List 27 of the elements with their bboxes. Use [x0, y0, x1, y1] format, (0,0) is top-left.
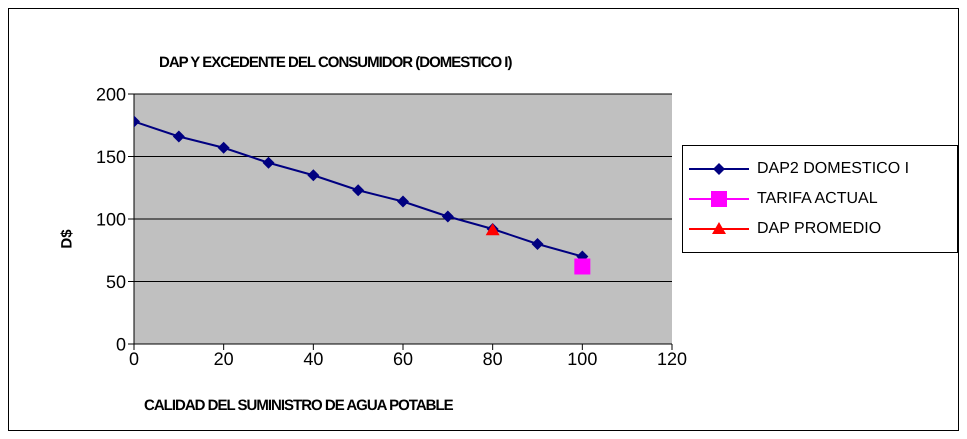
point — [397, 196, 409, 208]
y-axis-title: D$ — [58, 229, 76, 249]
point — [172, 130, 185, 142]
y-tick-label: 0 — [116, 334, 126, 354]
x-tick-label: 100 — [567, 348, 598, 369]
y-tick-label: 100 — [96, 209, 126, 230]
point — [574, 258, 590, 274]
legend-label: DAP PROMEDIO — [757, 220, 882, 238]
y-tick-label: 50 — [106, 272, 126, 292]
x-tick-label: 80 — [482, 348, 503, 369]
point — [262, 156, 274, 169]
legend-label: DAP2 DOMESTICO I — [757, 160, 910, 178]
x-tick-label: 40 — [303, 348, 324, 369]
y-tick-label: 200 — [96, 84, 126, 104]
point — [532, 238, 544, 250]
x-tick-label: 0 — [128, 348, 140, 369]
y-tick-label: 150 — [96, 146, 126, 167]
legend-label: TARIFA ACTUAL — [757, 190, 878, 208]
x-tick-label: 60 — [392, 348, 414, 369]
point — [218, 142, 230, 154]
chart-title: DAP Y EXCEDENTE DEL CONSUMIDOR (DOMESTICO I) — [159, 54, 512, 71]
point — [307, 169, 320, 182]
point — [442, 210, 454, 222]
point — [352, 184, 364, 196]
x-tick-label: 20 — [214, 348, 234, 369]
x-tick-label: 120 — [656, 348, 688, 369]
x-axis-title: CALIDAD DEL SUMINISTRO DE AGUA POTABLE — [144, 397, 453, 414]
